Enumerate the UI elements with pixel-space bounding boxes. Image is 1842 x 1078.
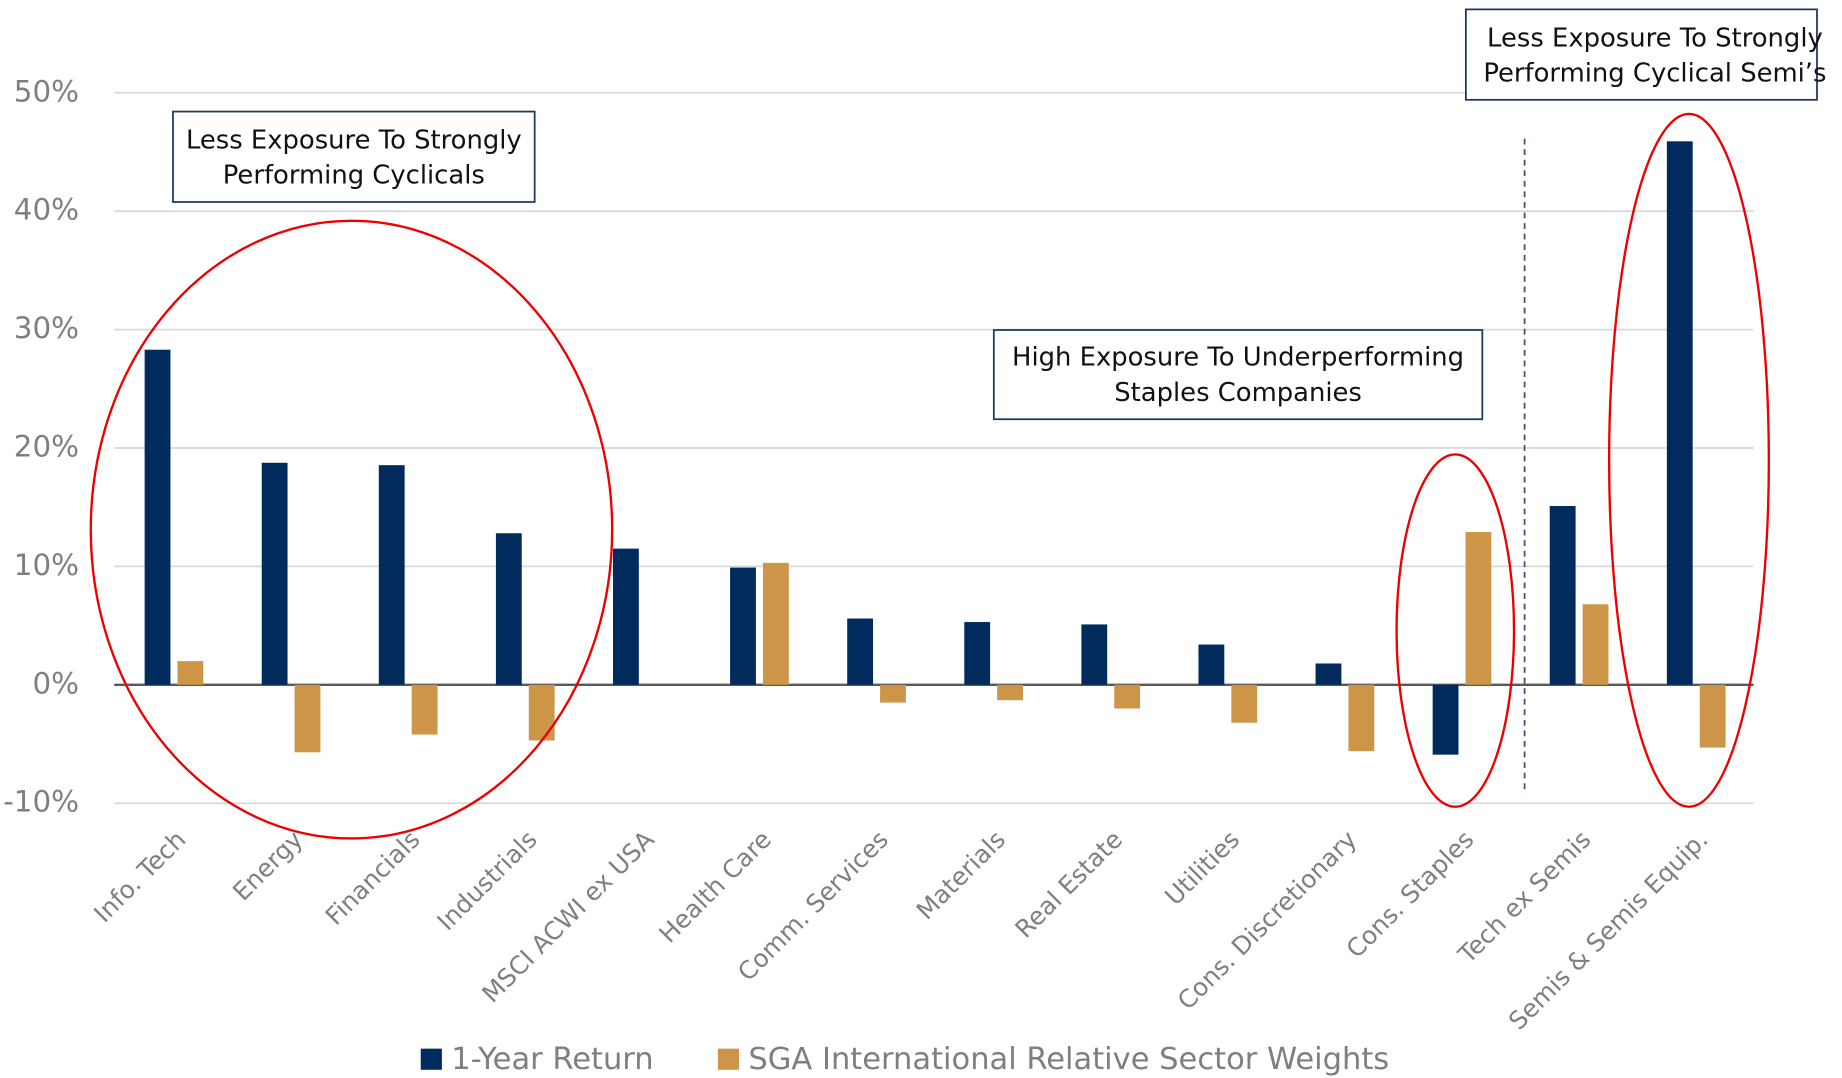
legend-label: SGA International Relative Sector Weight…: [748, 1042, 1389, 1077]
bar: [1114, 684, 1141, 709]
bar: [294, 684, 321, 753]
bar: [528, 684, 555, 741]
x-tick-label: Industrials: [431, 825, 542, 936]
x-tick-label: Financials: [320, 825, 426, 931]
y-tick-label: 40%: [14, 193, 79, 227]
bar: [495, 533, 522, 685]
x-tick-label: Materials: [911, 825, 1011, 925]
x-tick-label: Energy: [227, 825, 309, 907]
bar: [1081, 624, 1108, 685]
bar: [144, 349, 171, 685]
annotation-box: [1464, 8, 1818, 101]
y-tick-label: 50%: [14, 74, 79, 108]
bar: [177, 661, 204, 685]
bar: [1549, 506, 1576, 685]
bar: [411, 684, 438, 735]
bar: [1699, 684, 1726, 748]
bar: [730, 567, 756, 685]
bar: [1582, 604, 1609, 685]
annotation-box: [172, 110, 536, 203]
x-tick-label: Semis & Semis Equip.: [1503, 825, 1714, 1036]
highlight-ellipse: [1395, 453, 1516, 808]
bar: [1315, 663, 1342, 685]
y-tick-label: -10%: [3, 785, 79, 819]
bar: [1666, 141, 1693, 685]
bar: [997, 684, 1023, 701]
annotation: Less Exposure To Strongly: [1487, 23, 1823, 53]
legend-swatch: [420, 1048, 442, 1070]
annotation: Staples Companies: [1114, 378, 1362, 408]
bar: [261, 462, 288, 685]
annotation: Performing Cyclicals: [223, 161, 485, 191]
bar: [1231, 684, 1258, 723]
bar: [1198, 644, 1225, 685]
y-tick-label: 20%: [14, 429, 79, 463]
annotation-box: [992, 329, 1484, 421]
highlight-ellipse: [89, 219, 614, 840]
bar: [1348, 684, 1375, 752]
y-tick-label: 10%: [14, 548, 79, 582]
y-tick-label: 0%: [32, 666, 79, 700]
annotation: Less Exposure To Strongly: [186, 125, 522, 155]
bar: [762, 562, 789, 685]
legend-label: 1-Year Return: [451, 1042, 653, 1077]
highlight-ellipse: [1607, 112, 1771, 808]
x-tick-label: Info. Tech: [88, 825, 191, 928]
bar: [378, 465, 405, 685]
x-tick-label: Utilities: [1159, 825, 1245, 911]
x-tick-label: Health Care: [653, 825, 777, 949]
legend-swatch: [717, 1048, 739, 1070]
x-tick-label: Real Estate: [1009, 825, 1128, 944]
annotation: High Exposure To Underperforming: [1012, 343, 1464, 373]
bar: [1432, 684, 1459, 755]
y-tick-label: 30%: [14, 311, 79, 345]
bar: [880, 684, 906, 703]
bars: [144, 141, 1726, 755]
bar: [964, 622, 991, 685]
bar: [1465, 532, 1492, 685]
bar: [613, 548, 639, 685]
annotation: Performing Cyclical Semi’s: [1483, 58, 1826, 88]
bar: [847, 618, 874, 685]
